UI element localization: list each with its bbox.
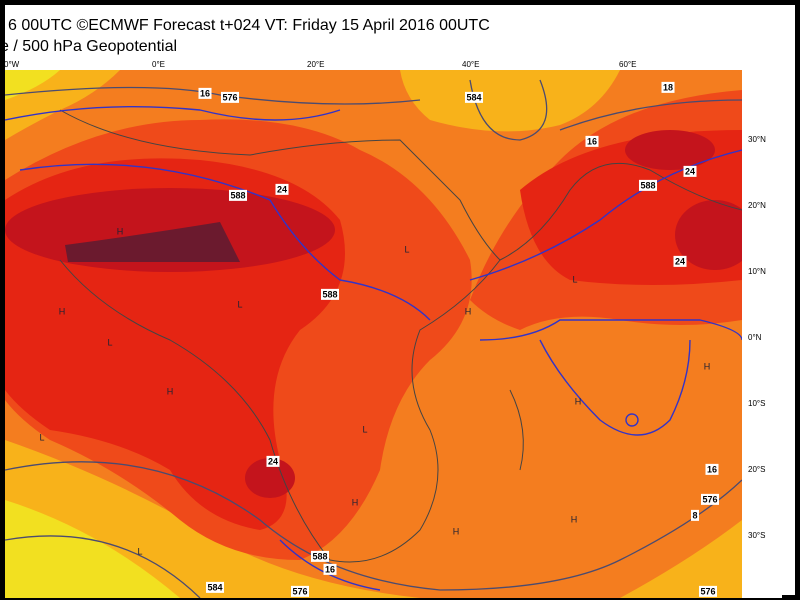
latitude-label: 10°N — [748, 267, 766, 276]
contour-label: 16 — [587, 136, 597, 146]
contour-label-box — [585, 135, 599, 147]
contour-label-box — [290, 585, 310, 597]
geopotential-contours — [5, 79, 742, 598]
contour-labels: 16 576 584 16 18 24 588 24 24 588 588 24… — [198, 81, 720, 597]
axis-margin — [742, 70, 782, 598]
pressure-center: H — [704, 361, 711, 371]
pressure-center: H — [571, 514, 578, 524]
longitude-label: 0°E — [152, 60, 165, 69]
contour-label-box — [205, 581, 225, 593]
latitude-label: 20°N — [748, 201, 766, 210]
latitude-label: 30°S — [748, 531, 765, 540]
contour-label: 18 — [663, 82, 673, 92]
field-yellow — [5, 500, 180, 598]
coastlines — [59, 109, 742, 563]
contour-label-box — [320, 288, 340, 300]
longitude-label: 0°W — [4, 60, 20, 69]
contour-label-box — [673, 255, 687, 267]
field-dark-red — [675, 200, 742, 270]
field-light — [620, 520, 742, 598]
pressure-center: L — [572, 274, 577, 284]
field-maroon — [65, 222, 240, 262]
longitude-label: 60°E — [619, 60, 636, 69]
longitude-label: 40°E — [462, 60, 479, 69]
contour-label-box — [266, 455, 280, 467]
contour-label: 16 — [707, 464, 717, 474]
thickness-contours — [5, 105, 742, 591]
map-field — [5, 70, 742, 598]
pressure-center: L — [107, 337, 112, 347]
contour-label-box — [700, 493, 720, 505]
contour-label: 584 — [207, 582, 222, 592]
field-dark-red — [245, 458, 295, 498]
field-yellow — [5, 70, 60, 100]
contour-label: 576 — [702, 494, 717, 504]
latitude-label: 0°N — [748, 333, 762, 342]
contour-label: 588 — [230, 190, 245, 200]
pressure-center: H — [453, 526, 460, 536]
pressure-center: H — [167, 386, 174, 396]
field-dark-red — [625, 130, 715, 170]
contour-label-box — [464, 91, 484, 103]
contour-label: 584 — [466, 92, 481, 102]
pressure-centers: H L H L H L H L H H L H H L H L — [39, 226, 710, 556]
contour-label-box — [661, 81, 675, 93]
pressure-center: L — [137, 546, 142, 556]
pressure-center: L — [39, 432, 44, 442]
pressure-center: L — [362, 424, 367, 434]
contour-label-box — [220, 91, 240, 103]
latitude-axis: 30°N 20°N 10°N 0°N 10°S 20°S 30°S — [748, 135, 766, 540]
latitude-label: 10°S — [748, 399, 765, 408]
pressure-center: H — [465, 306, 472, 316]
latitude-label: 20°S — [748, 465, 765, 474]
pressure-center: H — [352, 497, 359, 507]
pressure-center: H — [575, 396, 582, 406]
contour-label: 588 — [640, 180, 655, 190]
contour-label: 576 — [292, 586, 307, 596]
contour-label: 24 — [675, 256, 685, 266]
contour-label-box — [698, 585, 718, 597]
contour-label-box — [228, 189, 248, 201]
pressure-center: H — [59, 306, 66, 316]
contour-label: 16 — [325, 564, 335, 574]
contour-label-box — [690, 509, 700, 521]
latitude-label: 30°N — [748, 135, 766, 144]
pressure-center: L — [404, 244, 409, 254]
field-light — [400, 70, 620, 132]
longitude-label: 20°E — [307, 60, 324, 69]
contour-label-box — [310, 550, 330, 562]
contour-label: 588 — [322, 289, 337, 299]
contour-label-box — [638, 179, 658, 191]
contour-label: 24 — [277, 184, 287, 194]
contour-label-box — [198, 87, 212, 99]
contour-label-box — [705, 463, 719, 475]
contour-label: 8 — [692, 510, 697, 520]
subtitle: e / 500 hPa Geopotential — [0, 38, 177, 55]
contour-label: 588 — [312, 551, 327, 561]
contour-label: 16 — [200, 88, 210, 98]
contour-label-box — [323, 563, 337, 575]
contour-label-box — [683, 165, 697, 177]
contour-label: 576 — [700, 586, 715, 596]
longitude-axis: 0°W 0°E 20°E 40°E 60°E — [4, 60, 636, 69]
contour-label: 24 — [268, 456, 278, 466]
contour-label: 24 — [685, 166, 695, 176]
contour-label: 576 — [222, 92, 237, 102]
contour-label-box — [275, 183, 289, 195]
title: 6 00UTC ©ECMWF Forecast t+024 VT: Friday… — [8, 17, 490, 34]
pressure-center: L — [237, 299, 242, 309]
pressure-center: H — [117, 226, 124, 236]
